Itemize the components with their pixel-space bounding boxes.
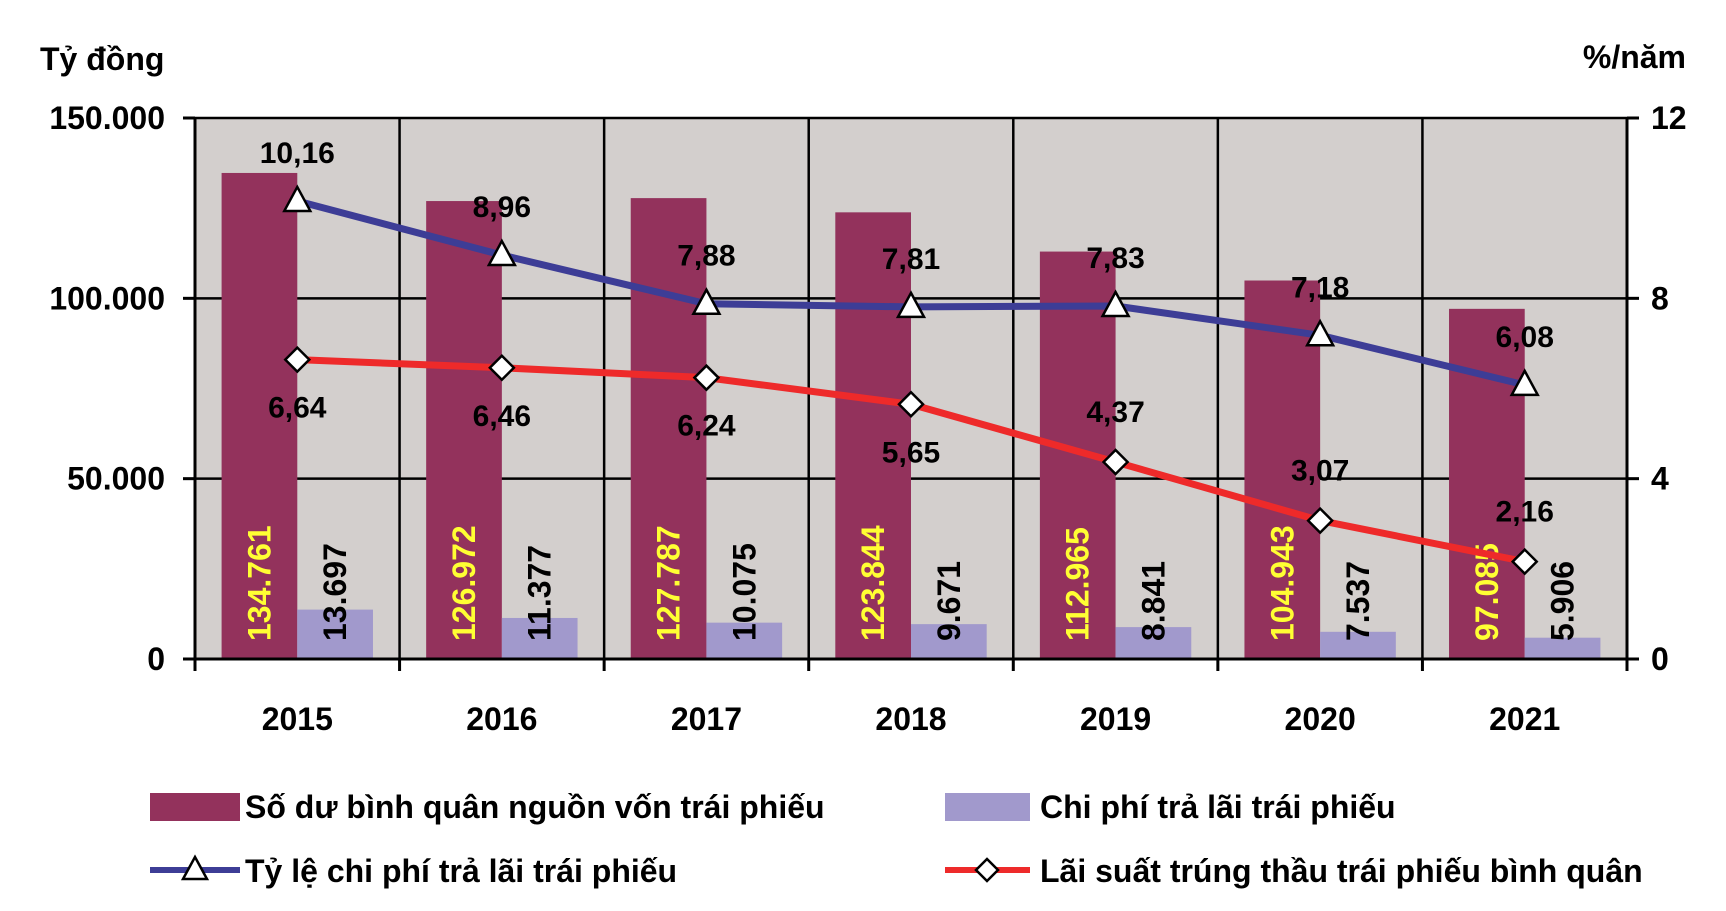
right-axis-unit: %/năm	[1583, 39, 1686, 75]
bar-balance	[426, 201, 502, 659]
triangle-marker	[1509, 368, 1540, 397]
bar-cost-label: 5.906	[1545, 561, 1581, 641]
right-tick-label: 12	[1651, 100, 1687, 136]
tick-labels: 0 50.000 100.000 150.000 0 4 8 12 2015 2016 2017 20…	[49, 100, 1686, 737]
bar-balance-label: 127.787	[651, 525, 687, 641]
triangle-marker	[691, 287, 722, 315]
left-tick-label: 100.000	[49, 280, 165, 316]
legend-diamond-icon	[974, 857, 1000, 883]
bar-cost	[501, 617, 578, 659]
triangle-marker	[1100, 289, 1131, 318]
bar-balance	[630, 198, 707, 660]
bars	[221, 172, 1601, 660]
auction-rate-label: 6,24	[677, 410, 736, 443]
line-labels: 10,16 8,96 7,88 7,81 7,83 7,18 6,08 6,64 6,46 6,2…	[260, 137, 1554, 529]
triangle-marker	[1305, 318, 1336, 347]
diamond-marker	[488, 353, 516, 382]
lines	[282, 184, 1540, 576]
bar-balance	[835, 212, 911, 659]
category-label: 2019	[1080, 701, 1151, 737]
bar-balance-label: 126.972	[446, 525, 482, 641]
diamond-marker	[1510, 547, 1539, 576]
cost-ratio-label: 6,08	[1496, 321, 1554, 354]
bar-cost	[1320, 631, 1396, 659]
legend-label-cost-ratio: Tỷ lệ chi phí trả lãi trái phiếu	[245, 853, 677, 889]
auction-rate-label: 6,64	[268, 392, 327, 425]
bar-cost	[706, 622, 783, 659]
category-label: 2021	[1489, 701, 1560, 737]
right-tick-label: 8	[1651, 280, 1669, 316]
legend-label-cost: Chi phí trả lãi trái phiếu	[1040, 789, 1396, 825]
bar-cost	[1115, 627, 1192, 659]
left-axis-unit: Tỷ đồng	[40, 41, 164, 77]
left-tick-label: 0	[147, 641, 165, 677]
cost-ratio-label: 7,88	[677, 240, 735, 273]
bar-cost	[911, 624, 987, 659]
cost-ratio-label: 7,83	[1086, 242, 1144, 275]
bar-cost-label: 9.671	[931, 561, 967, 641]
category-label: 2020	[1285, 701, 1356, 737]
category-label: 2018	[875, 701, 946, 737]
auction-rate-label: 3,07	[1291, 455, 1349, 488]
legend-triangle-icon	[180, 854, 210, 881]
cost-ratio-label: 7,81	[882, 243, 940, 276]
cost-ratio-label: 10,16	[260, 137, 335, 170]
bar-balance-label: 134.761	[241, 525, 277, 641]
legend-swatch-cost	[945, 793, 1030, 821]
axes	[183, 116, 1639, 671]
legend-item-cost: Chi phí trả lãi trái phiếu	[945, 789, 1396, 825]
legend-item-cost-ratio: Tỷ lệ chi phí trả lãi trái phiếu	[150, 853, 677, 889]
legend: Số dư bình quân nguồn vốn trái phiếu Chi…	[150, 789, 1643, 889]
bar-balance-label: 123.844	[855, 525, 891, 641]
bar-labels: 134.761 13.697 126.972 11.377 127.787 10.075 1…	[241, 525, 1580, 641]
diamond-marker	[897, 390, 925, 419]
bar-cost-label: 8.841	[1135, 561, 1171, 641]
legend-swatch-balance	[150, 793, 240, 821]
bar-cost-label: 10.075	[726, 543, 762, 641]
legend-label-balance: Số dư bình quân nguồn vốn trái phiếu	[245, 789, 825, 825]
auction-rate-label: 5,65	[882, 436, 940, 469]
triangle-marker	[282, 184, 313, 213]
cost-ratio-label: 8,96	[473, 191, 531, 224]
bar-cost	[1524, 637, 1601, 659]
auction-rate-label: 2,16	[1496, 496, 1554, 529]
left-tick-label: 50.000	[67, 461, 165, 497]
auction-rate-label: 6,46	[473, 400, 531, 433]
diamond-marker	[1306, 506, 1334, 535]
bar-cost-label: 11.377	[522, 545, 558, 641]
diamond-marker	[1101, 448, 1130, 476]
auction-rate-label: 4,37	[1086, 396, 1144, 429]
diamond-marker	[692, 363, 721, 392]
bar-cost	[297, 609, 373, 659]
category-label: 2015	[262, 701, 333, 737]
right-tick-label: 0	[1651, 641, 1669, 677]
bar-balance	[221, 172, 298, 660]
category-label: 2017	[671, 701, 742, 737]
legend-label-auction-rate: Lãi suất trúng thầu trái phiếu bình quân	[1040, 853, 1643, 889]
triangle-marker	[895, 290, 927, 319]
legend-item-auction-rate: Lãi suất trúng thầu trái phiếu bình quân	[945, 853, 1643, 889]
left-tick-label: 150.000	[49, 100, 165, 136]
bar-balance-label: 104.943	[1264, 525, 1300, 641]
triangle-marker	[486, 238, 517, 267]
right-tick-label: 4	[1651, 461, 1669, 497]
legend-item-balance: Số dư bình quân nguồn vốn trái phiếu	[150, 789, 825, 825]
bar-balance-label: 112.965	[1060, 527, 1096, 641]
diamond-marker	[283, 345, 312, 374]
category-label: 2016	[466, 701, 537, 737]
bar-cost-label: 13.697	[317, 543, 353, 641]
cost-ratio-label: 7,18	[1291, 271, 1349, 304]
bar-cost-label: 7.537	[1340, 561, 1376, 641]
